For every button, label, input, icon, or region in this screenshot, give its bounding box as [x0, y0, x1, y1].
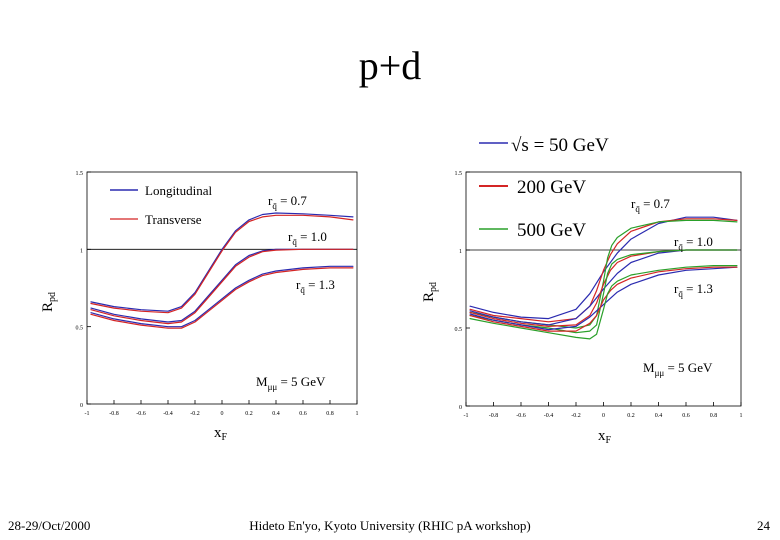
left-x-axis-label: xF — [214, 425, 228, 443]
x-tick-label: -0.6 — [516, 413, 526, 419]
right-x-axis-label: xF — [598, 428, 612, 446]
x-tick-label: 0.4 — [655, 413, 663, 419]
series-line-7 — [469, 266, 738, 331]
left-y-axis-label: Rpd — [40, 292, 58, 312]
annotation-r-07: rq̄ = 0.7 — [631, 196, 670, 214]
footer-author: Hideto En'yo, Kyoto University (RHIC pA … — [249, 518, 531, 533]
x-tick-label: -0.4 — [544, 413, 554, 419]
x-tick-label: 1 — [356, 411, 359, 417]
series-line-2 — [90, 214, 354, 314]
x-tick-label: 0 — [602, 413, 605, 419]
y-tick-label: 0.5 — [76, 326, 84, 332]
right-y-axis-label: Rpd — [421, 282, 439, 302]
y-tick-label: 0 — [80, 403, 83, 409]
slide-title: p+d — [358, 43, 422, 88]
x-tick-label: 0.6 — [299, 411, 307, 417]
x-tick-label: -0.8 — [109, 411, 119, 417]
x-tick-label: 0 — [221, 411, 224, 417]
series-line-1 — [90, 212, 354, 312]
x-tick-label: 0.6 — [682, 413, 690, 419]
series-line-6 — [469, 249, 738, 334]
legend-label-longitudinal: Longitudinal — [145, 183, 213, 198]
x-tick-label: -0.4 — [163, 411, 173, 417]
legend-label-500gev: 500 GeV — [517, 220, 586, 241]
annotation-mass: Mμμ = 5 GeV — [256, 374, 326, 392]
series-line-4 — [90, 248, 354, 325]
series-line-2 — [469, 218, 738, 323]
annotation-r-13: rq̄ = 1.3 — [674, 281, 713, 299]
x-tick-label: -1 — [464, 413, 469, 419]
x-tick-label: 0.4 — [272, 411, 280, 417]
legend-label-50gev: √s = 50 GeV — [511, 135, 609, 156]
left-chart: 0 0.5 1 1.5 -1 -0.8 -0.6 -0.4 -0.2 0 0.2 0.4 0.6 0.8… — [40, 171, 359, 443]
x-tick-label: 0.2 — [627, 413, 635, 419]
annotation-r-10: rq̄ = 1.0 — [288, 229, 327, 247]
page-number: 24 — [757, 518, 770, 533]
series-line-9 — [469, 265, 738, 340]
y-tick-label: 1 — [459, 249, 462, 255]
legend-label-transverse: Transverse — [145, 212, 202, 227]
annotation-r-13: rq̄ = 1.3 — [296, 277, 335, 295]
x-tick-label: -0.2 — [190, 411, 200, 417]
x-tick-label: -1 — [85, 411, 90, 417]
annotation-r-07: rq̄ = 0.7 — [268, 193, 307, 211]
annotation-mass: Mμμ = 5 GeV — [643, 360, 713, 378]
y-tick-label: 1 — [80, 248, 83, 254]
x-tick-label: 0.8 — [710, 413, 718, 419]
y-tick-label: 0.5 — [455, 327, 463, 333]
y-tick-label: 0 — [459, 405, 462, 411]
series-line-8 — [469, 266, 738, 332]
x-tick-label: 0.2 — [245, 411, 253, 417]
x-tick-label: 0.8 — [326, 411, 334, 417]
y-tick-label: 1.5 — [76, 171, 84, 177]
x-tick-label: -0.2 — [571, 413, 581, 419]
annotation-r-10: rq̄ = 1.0 — [674, 234, 713, 252]
footer-date: 28-29/Oct/2000 — [8, 518, 91, 533]
x-tick-label: 1 — [740, 413, 743, 419]
x-tick-label: -0.6 — [136, 411, 146, 417]
y-tick-label: 1.5 — [455, 171, 463, 177]
x-tick-label: -0.8 — [489, 413, 499, 419]
series-line-5 — [90, 265, 354, 328]
legend-label-200gev: 200 GeV — [517, 177, 586, 198]
right-chart: 0 0.5 1 1.5 -1 -0.8 -0.6 -0.4 -0.2 0 0.2 0.4 0.6 0.8… — [421, 135, 743, 446]
series-line-6 — [90, 267, 354, 329]
